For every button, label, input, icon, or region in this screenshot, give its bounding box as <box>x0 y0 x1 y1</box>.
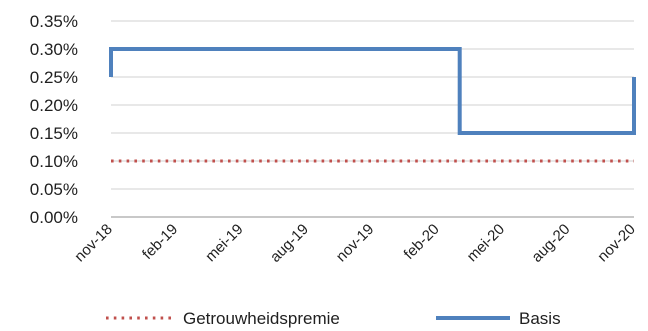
y-tick-label: 0.10% <box>30 152 78 171</box>
x-tick-label: nov-18 <box>71 221 115 265</box>
x-tick-label: feb-19 <box>139 221 181 263</box>
y-tick-label: 0.00% <box>30 208 78 227</box>
y-tick-label: 0.35% <box>30 12 78 31</box>
y-tick-label: 0.30% <box>30 40 78 59</box>
y-tick-label: 0.25% <box>30 68 78 87</box>
series-line-basis <box>109 47 636 135</box>
legend-item-basis: Basis <box>436 309 561 328</box>
x-tick-label: mei-19 <box>202 221 246 265</box>
y-tick-label: 0.20% <box>30 96 78 115</box>
x-tick-label: nov-19 <box>333 221 377 265</box>
legend-label: Getrouwheidspremie <box>183 309 340 328</box>
x-tick-label: nov-20 <box>594 221 638 265</box>
x-tick-label: aug-19 <box>267 221 312 266</box>
y-tick-label: 0.15% <box>30 124 78 143</box>
x-tick-label: feb-20 <box>401 221 443 263</box>
y-tick-label: 0.05% <box>30 180 78 199</box>
legend-label: Basis <box>519 309 561 328</box>
x-tick-label: aug-20 <box>528 221 573 266</box>
legend-item-getrouwheidspremie: Getrouwheidspremie <box>106 309 340 328</box>
x-tick-label: mei-20 <box>464 221 508 265</box>
